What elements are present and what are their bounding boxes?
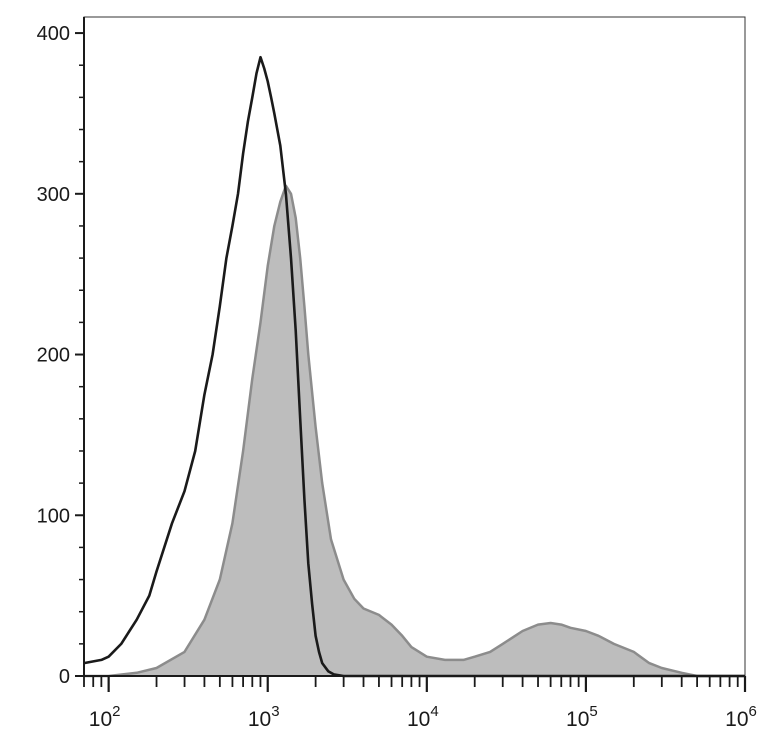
y-tick-label: 0 (59, 666, 70, 688)
y-tick-label: 300 (37, 184, 70, 206)
series-0-area (84, 185, 745, 677)
series-0-outline (84, 184, 745, 678)
y-tick-label: 200 (37, 345, 70, 367)
series-1-line (83, 55, 745, 678)
x-tick-label: 106 (725, 703, 757, 731)
x-tick-label: 104 (407, 703, 439, 731)
x-tick-label: 105 (566, 703, 598, 731)
plot-frame (83, 16, 746, 677)
y-tick-label: 400 (37, 23, 70, 45)
y-tick-label: 100 (37, 505, 70, 527)
axes: 0 100 200 300 400 102 103 104 105 106 (37, 17, 757, 731)
x-tick-label: 103 (248, 703, 280, 731)
x-tick-label: 102 (89, 703, 121, 731)
plot-area (83, 16, 746, 678)
